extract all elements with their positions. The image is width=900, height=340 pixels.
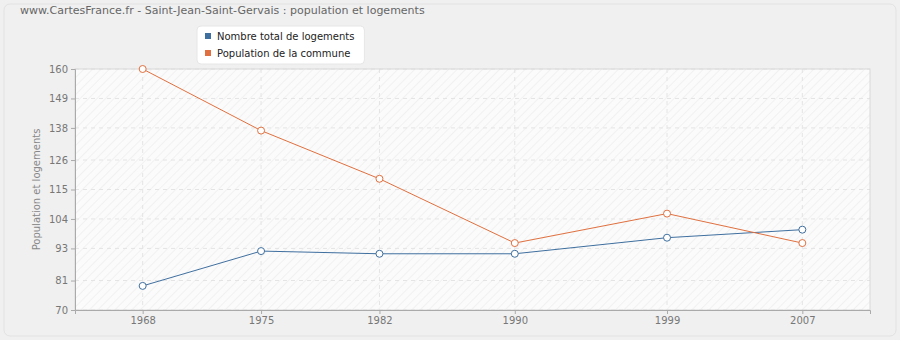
series-line xyxy=(143,69,803,243)
title: www.CartesFrance.fr - Saint-Jean-Saint-G… xyxy=(20,4,425,17)
tick-label: 1990 xyxy=(503,315,528,326)
point xyxy=(258,248,265,255)
tick-mark xyxy=(515,310,516,314)
tick-mark xyxy=(71,128,75,129)
tick-label: 1975 xyxy=(249,315,274,326)
legend: Nombre total de logements Population de l… xyxy=(197,26,364,64)
tick-label: 93 xyxy=(55,243,68,254)
tick: 2007 xyxy=(790,310,815,326)
point xyxy=(258,127,265,134)
tick: 115 xyxy=(49,184,75,195)
tick-mark xyxy=(802,310,803,314)
tick-label: 104 xyxy=(49,214,68,225)
tick: 1999 xyxy=(655,310,680,326)
grid-line xyxy=(75,248,870,249)
tick-label: 126 xyxy=(49,155,68,166)
tick-label: 160 xyxy=(49,64,68,75)
point xyxy=(664,234,671,241)
grid-line xyxy=(667,69,668,310)
grid-line xyxy=(142,69,143,310)
tick-mark xyxy=(261,310,262,314)
axis-line xyxy=(71,70,76,311)
point xyxy=(376,175,383,182)
tick-mark xyxy=(71,248,75,249)
grid-line xyxy=(75,127,870,128)
plot-frame xyxy=(75,69,870,310)
tick-mark xyxy=(71,219,75,220)
tick-mark xyxy=(667,310,668,314)
point xyxy=(799,226,806,233)
legend-label: Population de la commune xyxy=(217,48,350,59)
plot: 70 81 93 104 115 126 138 149 160 1968 1975 1982 1990… xyxy=(49,64,871,326)
grid-line xyxy=(379,69,380,310)
grid-line xyxy=(802,69,803,310)
tick: 149 xyxy=(49,93,75,104)
tick-label: 81 xyxy=(55,275,68,286)
tick: 126 xyxy=(49,155,75,166)
grid-line xyxy=(75,160,870,161)
grid-line xyxy=(514,69,515,310)
grid-line xyxy=(75,280,870,281)
legend-swatch xyxy=(205,33,211,39)
grid-line xyxy=(75,189,870,190)
tick: 104 xyxy=(49,214,75,225)
point xyxy=(511,240,518,247)
plot-area xyxy=(75,69,870,310)
tick: 1975 xyxy=(249,310,274,326)
tick-mark xyxy=(71,160,75,161)
y-axis: 70 81 93 104 115 126 138 149 160 xyxy=(49,64,76,316)
axis-line xyxy=(76,311,871,315)
tick-mark xyxy=(379,310,380,314)
tick-mark xyxy=(71,281,75,282)
tick-label: 70 xyxy=(55,305,68,316)
tick-label: 1968 xyxy=(130,315,155,326)
tick: 1968 xyxy=(130,310,155,326)
background xyxy=(4,4,896,336)
grid-line xyxy=(75,98,870,99)
tick: 70 xyxy=(55,305,75,316)
tick: 1990 xyxy=(503,310,528,326)
grid-line xyxy=(75,218,870,219)
tick-mark xyxy=(71,98,75,99)
tick-label: 149 xyxy=(49,93,68,104)
tick-label: 1982 xyxy=(367,315,392,326)
point xyxy=(139,282,146,289)
x-axis: 1968 1975 1982 1990 1999 2007 xyxy=(76,310,871,326)
tick-mark xyxy=(71,310,75,311)
tick-mark xyxy=(143,310,144,314)
tick-mark xyxy=(71,190,75,191)
grid-line xyxy=(261,69,262,310)
point xyxy=(139,66,146,73)
legend-box xyxy=(197,26,364,64)
legend-label: Nombre total de logements xyxy=(217,31,354,42)
point xyxy=(511,250,518,257)
tick-label: 2007 xyxy=(790,315,815,326)
tick: 160 xyxy=(49,64,75,75)
point xyxy=(799,240,806,247)
point xyxy=(664,210,671,217)
tick-label: 115 xyxy=(49,184,68,195)
legend-swatch xyxy=(205,50,211,56)
data-layer xyxy=(139,66,806,290)
tick-mark xyxy=(71,69,75,70)
tick: 93 xyxy=(55,243,75,254)
y-axis-title: Population et logements xyxy=(31,129,42,251)
chart: 70 81 93 104 115 126 138 149 160 1968 1975 1982 1990… xyxy=(0,0,900,340)
tick: 81 xyxy=(55,275,75,286)
tick-label: 1999 xyxy=(655,315,680,326)
series-line xyxy=(143,230,803,286)
point xyxy=(376,250,383,257)
tick: 1982 xyxy=(367,310,392,326)
tick: 138 xyxy=(49,123,75,134)
tick-label: 138 xyxy=(49,123,68,134)
